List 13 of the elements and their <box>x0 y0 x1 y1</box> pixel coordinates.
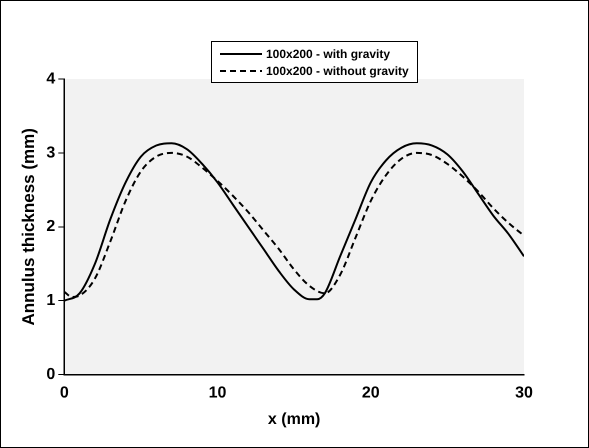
y-tick-label: 4 <box>46 70 56 88</box>
x-tick-label: 30 <box>515 384 533 402</box>
x-tick-label: 0 <box>60 384 69 402</box>
y-axis-title: Annulus thickness (mm) <box>18 128 38 326</box>
x-tick-label: 10 <box>208 384 227 402</box>
x-axis-title: x (mm) <box>268 410 320 428</box>
x-tick-label: 20 <box>362 384 380 402</box>
legend-label: 100x200 - with gravity <box>266 46 390 60</box>
y-tick-label: 1 <box>46 292 56 310</box>
y-tick-label: 3 <box>46 144 56 162</box>
y-tick-label: 2 <box>46 218 56 236</box>
y-tick-label: 0 <box>46 366 56 384</box>
legend-label: 100x200 - without gravity <box>266 64 409 78</box>
